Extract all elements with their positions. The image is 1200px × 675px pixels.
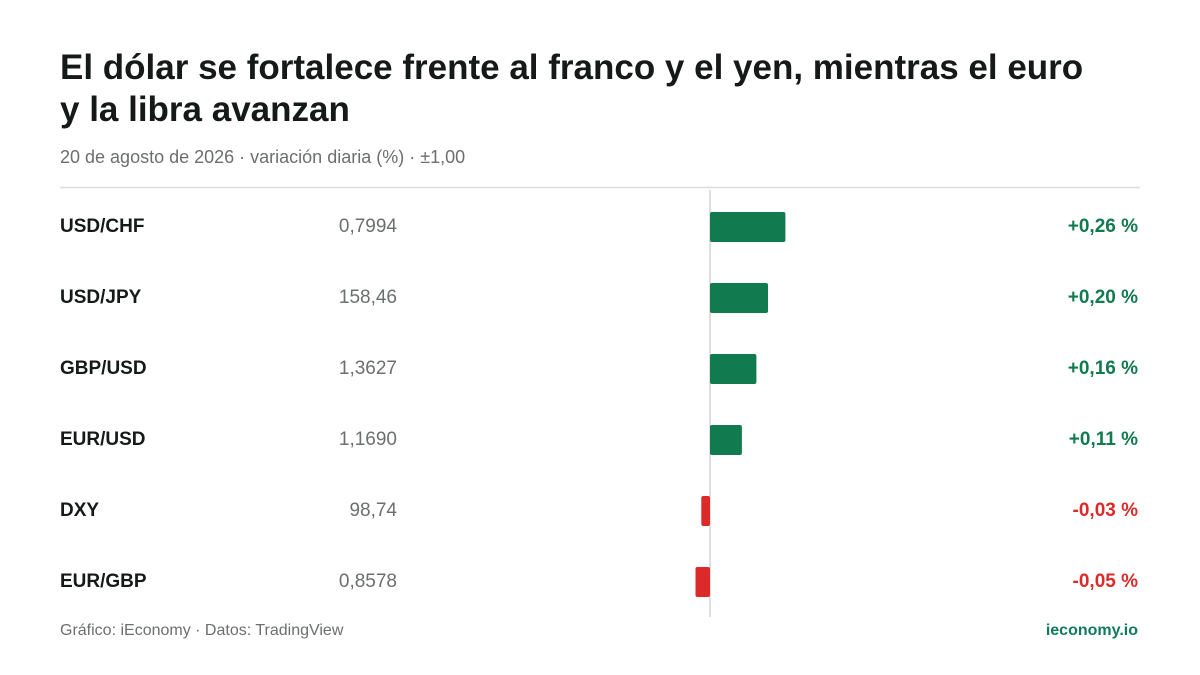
value-label: -0,03 % — [1073, 500, 1139, 521]
bar — [710, 354, 757, 384]
price: 98,74 — [349, 500, 397, 521]
value-label: +0,20 % — [1068, 287, 1138, 308]
price: 0,7994 — [339, 216, 398, 237]
bar — [695, 567, 710, 597]
bar — [710, 283, 768, 313]
price: 158,46 — [339, 287, 397, 308]
brand: ieconomy.io — [1046, 622, 1138, 639]
category-label: EUR/GBP — [60, 571, 147, 592]
bar — [710, 212, 786, 242]
bar — [701, 496, 710, 526]
category-label: USD/CHF — [60, 216, 144, 237]
chart-subtitle: 20 de agosto de 2026 · variación diaria … — [60, 147, 465, 167]
price: 0,8578 — [339, 571, 397, 592]
price: 1,3627 — [339, 358, 397, 379]
category-label: USD/JPY — [60, 287, 142, 308]
value-label: +0,11 % — [1069, 429, 1138, 450]
category-label: DXY — [60, 500, 99, 521]
value-label: +0,16 % — [1068, 358, 1138, 379]
category-label: GBP/USD — [60, 358, 147, 379]
source: Gráfico: iEconomy · Datos: TradingView — [60, 622, 344, 639]
value-label: +0,26 % — [1068, 216, 1138, 237]
category-label: EUR/USD — [60, 429, 146, 450]
chart-title: El dólar se fortalece frente al franco y… — [60, 48, 1083, 129]
bar — [710, 425, 742, 455]
price: 1,1690 — [339, 429, 397, 450]
value-label: -0,05 % — [1073, 571, 1139, 592]
